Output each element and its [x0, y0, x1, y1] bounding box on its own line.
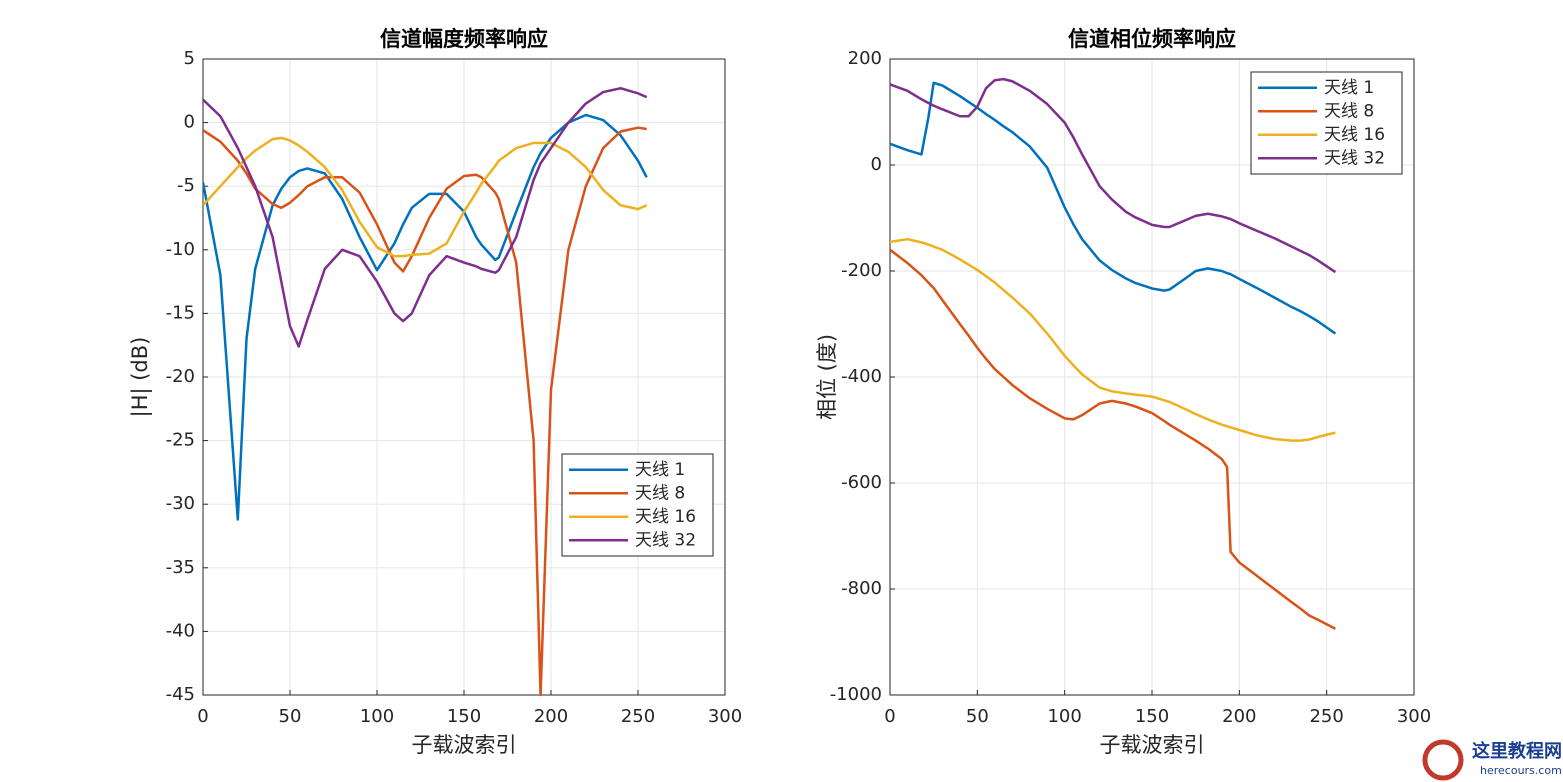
y-tick-label: -5	[177, 175, 195, 196]
legend-label: 天线 32	[1324, 148, 1385, 168]
x-tick-label: 100	[360, 706, 394, 727]
y-tick-label: -400	[841, 366, 882, 387]
y-tick-label: -20	[166, 366, 195, 387]
series-line	[203, 87, 648, 348]
x-tick-label: 50	[966, 706, 989, 727]
series-line	[890, 81, 1337, 335]
x-tick-label: 250	[1309, 706, 1343, 727]
y-tick-label: -600	[841, 472, 882, 493]
y-tick-label: 0	[871, 154, 882, 175]
y-tick-label: -1000	[830, 684, 882, 705]
x-tick-label: 150	[447, 706, 481, 727]
x-tick-label: 200	[1222, 706, 1256, 727]
y-tick-label: 5	[184, 48, 195, 69]
y-tick-label: 0	[184, 112, 195, 133]
y-tick-label: -40	[166, 620, 195, 641]
x-tick-label: 50	[279, 706, 302, 727]
legend-label: 天线 1	[1324, 78, 1374, 98]
legend: 天线 1 天线 8 天线 16 天线 32	[561, 453, 714, 557]
x-tick-label: 100	[1047, 706, 1081, 727]
legend: 天线 1 天线 8 天线 16 天线 32	[1250, 71, 1403, 175]
legend-label: 天线 16	[1324, 125, 1385, 145]
y-tick-label: -200	[841, 260, 882, 281]
x-tick-label: 200	[534, 706, 568, 727]
y-tick-label: -10	[166, 239, 195, 260]
x-tick-label: 0	[197, 706, 208, 727]
x-tick-label: 300	[1397, 706, 1431, 727]
chart-title: 信道相位频率响应	[1068, 27, 1236, 51]
x-axis-label: 子载波索引	[1100, 733, 1205, 757]
y-axis-label: |H| (dB)	[128, 337, 153, 418]
y-tick-label: -15	[166, 302, 195, 323]
x-tick-label: 0	[884, 706, 895, 727]
series-line	[203, 113, 648, 521]
y-tick-label: -800	[841, 578, 882, 599]
x-axis-label: 子载波索引	[412, 733, 517, 757]
axes: 0 50 100 150 200 250 300 200 0 -200 -400 -600 -800 -1…	[815, 27, 1431, 757]
y-axis-label: 相位 (度)	[815, 334, 839, 420]
legend-label: 天线 16	[635, 507, 696, 527]
watermark-url: herecours.com	[1480, 764, 1562, 777]
legend-label: 天线 32	[635, 530, 696, 550]
x-tick-label: 150	[1135, 706, 1169, 727]
legend-label: 天线 8	[635, 483, 685, 503]
x-tick-label: 300	[708, 706, 742, 727]
watermark-logo	[1422, 739, 1464, 781]
legend-label: 天线 8	[1324, 101, 1374, 121]
watermark: 这里教程网 herecours.com	[1422, 739, 1562, 781]
y-tick-label: -30	[166, 493, 195, 514]
series-line	[890, 248, 1336, 630]
legend-label: 天线 1	[635, 460, 685, 480]
y-tick-label: 200	[848, 48, 882, 69]
watermark-name: 这里教程网	[1472, 740, 1562, 762]
series-line	[203, 136, 648, 258]
x-tick-label: 250	[621, 706, 655, 727]
series-line	[203, 126, 647, 697]
y-tick-label: -35	[166, 557, 195, 578]
series-line	[890, 237, 1336, 442]
axes: 0 50 100 150 200 250 30050-5-10-15-20-25-30-35…	[128, 27, 742, 757]
chart-title: 信道幅度频率响应	[380, 27, 548, 51]
y-tick-label: -45	[166, 684, 195, 705]
y-tick-label: -25	[166, 430, 195, 451]
series-line	[890, 77, 1337, 274]
